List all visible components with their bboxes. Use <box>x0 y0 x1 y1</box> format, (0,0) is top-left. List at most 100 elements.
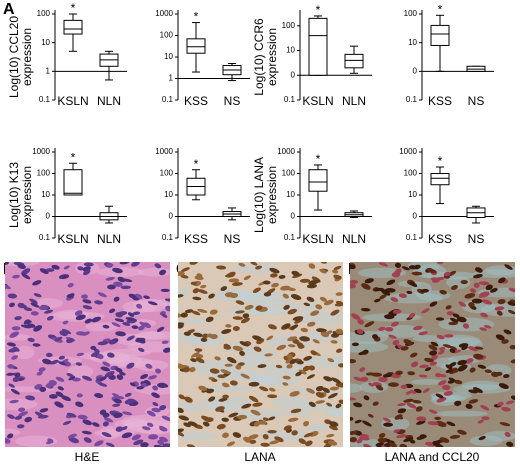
nucleus <box>302 365 311 372</box>
nucleus <box>220 369 231 375</box>
nucleus <box>62 420 72 426</box>
nucleus <box>39 268 49 275</box>
nucleus <box>410 361 419 368</box>
nucleus <box>471 298 483 304</box>
nucleus <box>61 395 72 402</box>
nucleus <box>390 297 399 303</box>
nucleus <box>384 314 395 320</box>
nucleus <box>458 301 467 307</box>
nucleus <box>189 367 196 373</box>
nucleus <box>408 265 417 270</box>
nucleus <box>90 351 100 357</box>
y-tick-label: 100 <box>160 31 174 40</box>
tissue-streak <box>305 423 330 432</box>
nucleus <box>338 363 343 368</box>
nucleus <box>153 444 164 447</box>
nucleus <box>54 401 64 408</box>
nucleus <box>436 397 447 403</box>
nucleus <box>395 370 403 376</box>
nucleus <box>214 356 221 361</box>
nucleus <box>333 265 342 271</box>
nucleus <box>378 432 386 438</box>
nucleus <box>162 347 170 353</box>
nucleus <box>299 336 311 342</box>
nucleus <box>135 337 146 343</box>
nucleus <box>508 309 515 315</box>
nucleus <box>209 309 218 315</box>
nucleus <box>206 333 213 338</box>
nucleus <box>241 403 252 409</box>
nucleus <box>58 274 70 280</box>
nucleus <box>308 280 315 285</box>
nucleus <box>334 303 343 307</box>
nucleus <box>12 274 20 279</box>
nucleus <box>17 302 25 309</box>
nucleus <box>46 315 54 321</box>
nucleus <box>105 442 115 447</box>
nucleus <box>484 369 492 374</box>
nucleus <box>384 287 396 293</box>
nucleus <box>372 334 379 340</box>
nucleus <box>240 317 250 324</box>
nucleus <box>75 314 86 321</box>
nucleus <box>262 417 269 421</box>
nucleus <box>20 324 32 329</box>
nucleus <box>217 374 227 379</box>
caption: LANA <box>244 450 275 464</box>
nucleus <box>255 305 263 311</box>
y-tick-label: 1000 <box>399 147 417 156</box>
nucleus <box>306 388 316 394</box>
nucleus <box>382 373 393 378</box>
nucleus <box>396 434 407 439</box>
nucleus <box>477 364 487 369</box>
nucleus <box>103 417 114 423</box>
nucleus <box>430 341 439 347</box>
nucleus <box>140 374 149 380</box>
nucleus <box>18 411 29 417</box>
nucleus <box>156 326 165 333</box>
nucleus <box>232 316 243 320</box>
y-tick-label: 10 <box>286 46 295 55</box>
nucleus <box>475 267 483 273</box>
nucleus <box>445 364 453 370</box>
nucleus <box>422 388 430 393</box>
nucleus <box>160 288 170 293</box>
nucleus <box>450 317 459 323</box>
caption: LANA and CCL20 <box>385 450 480 464</box>
nucleus <box>38 305 49 311</box>
nucleus <box>274 436 284 443</box>
nucleus <box>119 371 126 376</box>
nucleus <box>319 296 327 302</box>
nucleus <box>249 439 257 444</box>
nucleus <box>509 344 515 350</box>
nucleus <box>228 278 240 283</box>
nucleus <box>32 343 41 347</box>
nucleus <box>113 398 122 404</box>
nucleus <box>299 278 311 283</box>
nucleus <box>62 328 72 335</box>
nucleus <box>186 444 195 447</box>
nucleus <box>354 419 362 424</box>
nucleus <box>9 399 19 404</box>
nucleus <box>403 437 414 443</box>
nucleus <box>68 376 76 381</box>
y-tick-label: 10 <box>164 52 173 61</box>
nucleus <box>363 443 373 447</box>
nucleus <box>200 337 208 342</box>
tissue-streak <box>411 378 445 386</box>
x-tick-label: NLN <box>342 94 366 108</box>
nucleus <box>335 382 343 388</box>
nucleus <box>356 328 364 335</box>
nucleus <box>375 385 384 391</box>
nucleus <box>235 300 245 305</box>
nucleus <box>286 353 293 359</box>
y-tick-label: 10 <box>408 190 417 199</box>
nucleus <box>113 281 123 287</box>
tissue-streak <box>436 334 481 348</box>
nucleus <box>503 329 512 335</box>
nucleus <box>76 352 85 357</box>
nucleus <box>359 367 366 372</box>
nucleus <box>112 393 121 399</box>
nucleus <box>378 376 388 383</box>
nucleus <box>248 434 259 440</box>
